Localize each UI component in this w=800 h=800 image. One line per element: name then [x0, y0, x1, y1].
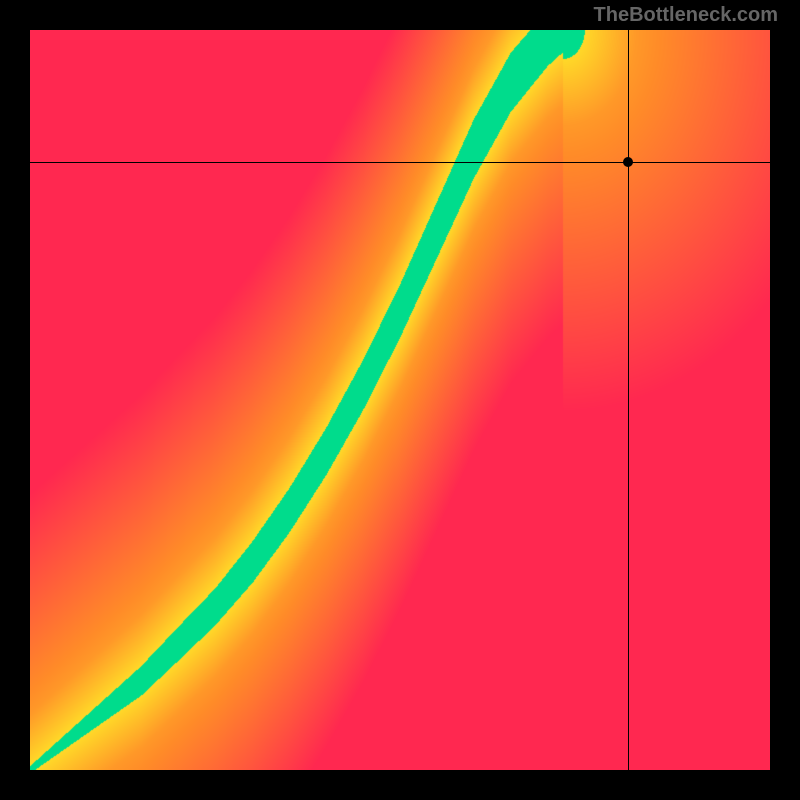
watermark-text: TheBottleneck.com [594, 4, 778, 27]
heatmap-canvas [30, 30, 770, 770]
crosshair-vertical [628, 30, 629, 770]
heatmap-plot [30, 30, 770, 770]
crosshair-marker [623, 157, 633, 167]
crosshair-horizontal [30, 162, 770, 163]
